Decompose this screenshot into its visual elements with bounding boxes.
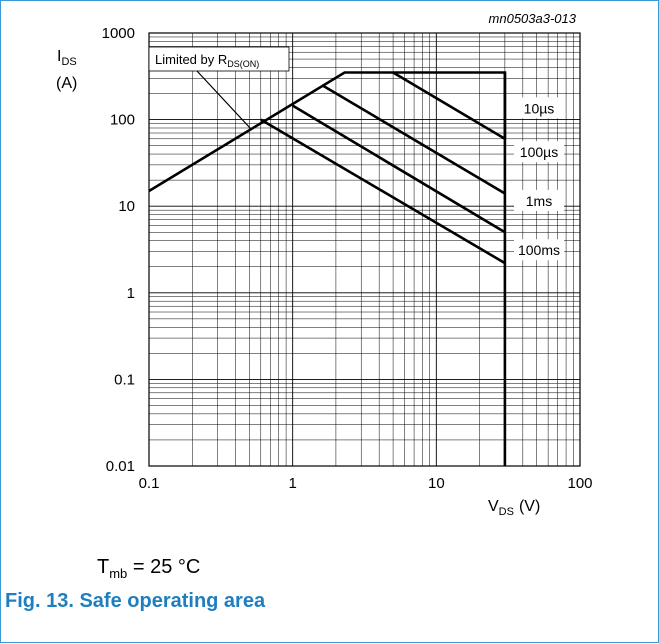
series-label-bg [514,97,564,119]
svg-text:IDS: IDS [57,48,77,68]
y-axis-title: IDS (A) [56,48,77,92]
temperature-condition: Tmb = 25 °C [97,556,201,581]
svg-text:Limited by RDS(ON): Limited by RDS(ON) [155,52,259,69]
series-label: 1ms [526,193,552,209]
series-label-bg [514,141,564,163]
y-tick-label: 1 [127,285,135,302]
series-label: 10µs [524,100,555,116]
soa-line [292,104,506,234]
soa-line [148,71,507,193]
series-label-bg [514,189,564,211]
series-labels: 10µs 100µs 1ms 100ms [514,97,564,261]
figure-caption: Fig. 13. Safe operating area [5,590,266,612]
svg-text:(A): (A) [56,75,77,92]
soa-line [321,83,506,195]
series-label-bg [514,239,564,261]
x-tick-label: 10 [428,475,445,492]
y-tick-label: 100 [110,112,135,129]
x-tick-label: 1 [288,475,296,492]
series-lines [148,71,507,466]
svg-text:VDS(V): VDS (V) [488,498,540,518]
x-tick-label: 0.1 [139,475,160,492]
series-label: 100ms [518,242,560,258]
plot-border [148,32,581,467]
x-tick-label: 100 [567,475,592,492]
figure-id: mn0503a3-013 [489,11,577,26]
grid [149,33,580,466]
series-label: 100µs [520,144,558,160]
soa-line [260,118,506,265]
y-tick-label: 10 [118,198,135,215]
y-tick-label: 0.1 [114,371,135,388]
soa-line [392,71,506,140]
y-tick-label: 1000 [102,25,135,42]
y-tick-label: 0.01 [106,458,135,475]
x-axis-title: VDS (V) [488,498,540,518]
rds-annotation: Limited by RDS(ON) [148,46,290,130]
